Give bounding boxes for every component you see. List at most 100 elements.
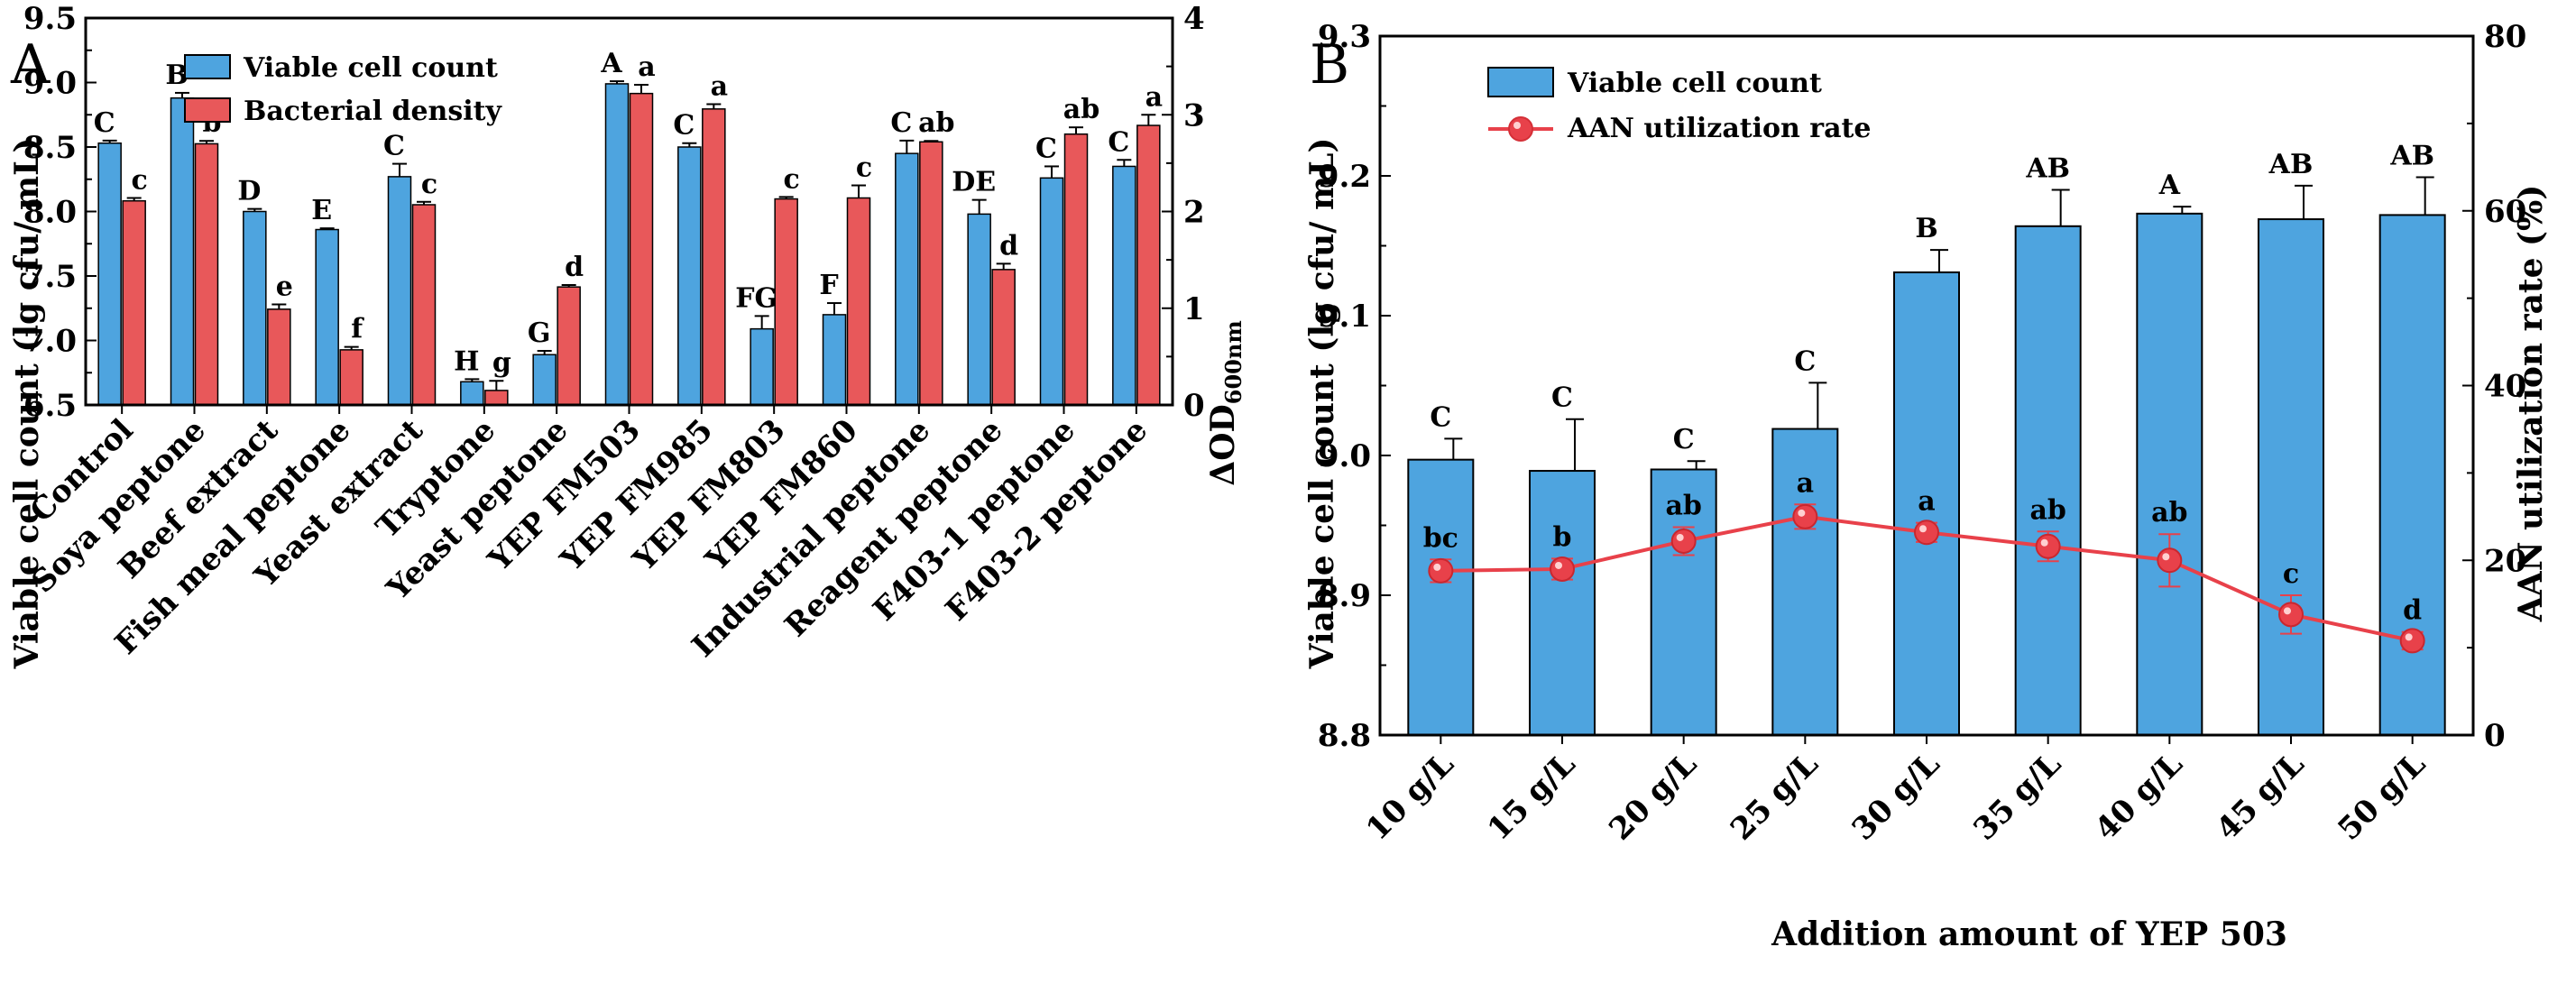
bar-viable-8 [677,146,702,406]
a-ytick-label-5: 9.0 [23,66,77,102]
letter-viable-8: C [673,110,695,142]
panel-a-density-bars [122,84,1161,406]
aan-point-highlight-5 [2040,538,2048,547]
panel-a-legend: Viable cell count Bacterial density [184,52,503,127]
panel-a-y2label-main: ΔOD [1204,404,1242,486]
bar-density-4 [411,204,437,406]
bar-viable-10 [822,314,847,406]
letter-b-viable-2: C [1673,424,1695,455]
a-y2tick-label-2: 2 [1183,195,1205,231]
bar-density-3 [339,349,363,406]
aan-point-highlight-6 [2162,553,2170,561]
letter-aan-5: ab [2029,494,2065,526]
letter-density-14: a [1145,81,1163,113]
aan-point-5 [2035,533,2061,559]
letter-viable-7: A [600,48,622,79]
b-ytick-label-3: 9.1 [1318,299,1371,335]
bar-viable-5 [460,381,484,406]
bar-b-viable-1 [1529,470,1596,736]
aan-point-highlight-7 [2284,607,2291,615]
letter-viable-11: C [890,107,912,139]
bar-viable-3 [315,228,339,406]
a-y2tick-label-3: 3 [1183,97,1205,133]
letter-aan-8: d [2403,595,2422,627]
panel-b-legend: Viable cell count AAN utilization rate [1487,67,1871,144]
letter-density-10: c [856,152,872,184]
bar-density-2 [267,308,291,406]
bar-viable-9 [750,327,774,406]
b-y2tick-label-1: 20 [2484,543,2526,579]
bar-viable-6 [532,354,557,406]
letter-b-viable-3: C [1794,345,1816,377]
legend-label-density: Bacterial density [244,96,503,127]
letter-density-9: c [784,163,800,195]
bar-viable-11 [895,152,919,406]
legend-marker-highlight [1513,122,1521,129]
b-xtick-label-0: 10 g/L [1359,746,1461,848]
a-ytick-label-4: 8.5 [23,130,77,166]
aan-point-2 [1670,528,1697,554]
a-ytick-label-6: 9.5 [23,1,77,37]
letter-viable-4: C [383,131,405,162]
b-xtick-label-2: 20 g/L [1602,746,1704,848]
legend-label-b-viable: Viable cell count [1567,68,1822,99]
letter-viable-2: D [237,176,261,207]
bar-viable-0 [97,142,122,406]
b-ytick-label-4: 9.2 [1318,159,1371,195]
letter-density-5: g [492,347,511,379]
letter-density-7: a [638,51,655,83]
a-ytick-label-1: 7.0 [23,324,77,360]
bar-density-5 [484,390,509,406]
bar-density-10 [846,197,871,406]
b-ytick-label-0: 8.8 [1318,718,1371,754]
bar-viable-4 [387,176,412,406]
panel-b-y2label: AAN utilization rate (%) [2512,185,2550,623]
letter-b-viable-1: C [1551,382,1573,414]
aan-point-highlight-1 [1555,561,1562,569]
legend-swatch-density [184,97,231,123]
letter-density-4: c [421,169,437,200]
letter-b-viable-4: B [1915,213,1937,244]
b-xtick-label-1: 15 g/L [1481,746,1583,848]
b-ytick-label-5: 9.3 [1318,19,1371,55]
letter-b-viable-8: AB [2389,141,2434,172]
b-xtick-label-8: 50 g/L [2331,746,2433,848]
letter-viable-10: F [819,270,838,301]
bar-density-12 [991,269,1016,406]
aan-point-highlight-0 [1433,563,1441,571]
letter-aan-2: ab [1665,490,1701,521]
b-ytick-label-1: 8.9 [1318,578,1371,614]
panel-b-significance-letters: C C C C B AB A AB AB bc b ab a a ab ab c d [1423,141,2434,627]
bar-density-6 [557,286,581,406]
a-ytick-label-0: 6.5 [23,388,77,424]
aan-point-6 [2157,547,2183,574]
a-y2tick-label-1: 1 [1183,291,1205,327]
b-xtick-label-5: 35 g/L [1966,746,2068,848]
letter-viable-3: E [311,195,332,226]
bar-b-viable-0 [1407,458,1475,736]
letter-density-6: d [565,252,584,283]
b-ytick-label-2: 9.0 [1318,438,1371,474]
bar-density-9 [774,198,798,406]
letter-density-8: a [711,70,728,102]
letter-aan-3: a [1797,467,1814,499]
b-xtick-label-6: 40 g/L [2088,746,2190,848]
panel-a-letter: A [10,33,51,97]
letter-viable-14: C [1108,126,1129,158]
panel-b-xlabel: Addition amount of YEP 503 [1771,915,2287,953]
aan-point-4 [1914,520,1939,546]
bar-viable-12 [967,213,991,406]
legend-swatch-b-viable [1487,67,1554,97]
bar-b-viable-2 [1650,468,1717,736]
bar-density-8 [702,108,726,406]
aan-point-1 [1550,556,1575,582]
aan-point-highlight-3 [1798,509,1806,517]
aan-point-highlight-8 [2405,633,2413,641]
panel-a-y2label: ΔOD600nm [1204,320,1247,485]
aan-point-0 [1428,557,1454,584]
letter-aan-0: bc [1423,522,1458,554]
aan-point-highlight-4 [1919,525,1927,533]
bar-b-viable-8 [2378,214,2446,736]
letter-density-0: c [132,164,148,196]
